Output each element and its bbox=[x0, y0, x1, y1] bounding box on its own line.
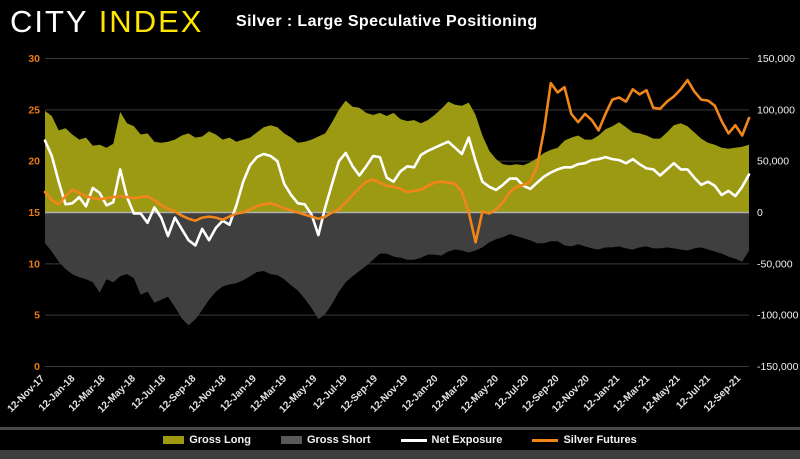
svg-text:15: 15 bbox=[28, 207, 40, 219]
svg-text:-50,000: -50,000 bbox=[757, 258, 793, 270]
left-axis-tick-labels: 0 5 10 15 20 25 30 bbox=[28, 53, 40, 373]
legend-silver-futures-line-marker bbox=[532, 438, 559, 442]
legend-label-gross-long: Gross Long bbox=[189, 434, 251, 446]
svg-text:0: 0 bbox=[757, 207, 763, 219]
svg-text:0: 0 bbox=[34, 361, 40, 373]
area-gross-long bbox=[45, 100, 749, 213]
chart-title: Silver : Large Speculative Positioning bbox=[236, 13, 538, 30]
legend-item-gross-short: Gross Short bbox=[280, 434, 371, 446]
right-axis-tick-labels: -150,000 -100,000 -50,000 0 50,000 100,000 150… bbox=[757, 53, 799, 373]
logo-city-text: CITY bbox=[10, 4, 89, 39]
svg-text:50,000: 50,000 bbox=[757, 156, 789, 168]
legend-gross-long-swatch bbox=[163, 436, 185, 444]
svg-text:150,000: 150,000 bbox=[757, 53, 795, 65]
logo-index-text: INDEX bbox=[98, 4, 204, 39]
legend: Gross Long Gross Short Net Exposure Silver … bbox=[0, 432, 800, 448]
x-axis-tick-labels: 12-Nov-1712-Jan-1812-Mar-1812-May-1812-J… bbox=[6, 373, 744, 415]
legend-label-silver-futures: Silver Futures bbox=[563, 434, 637, 446]
city-index-logo: CITY INDEX bbox=[10, 4, 203, 40]
legend-item-silver-futures: Silver Futures bbox=[532, 434, 637, 446]
legend-label-net-exposure: Net Exposure bbox=[431, 434, 503, 446]
svg-text:-100,000: -100,000 bbox=[757, 310, 799, 322]
svg-text:10: 10 bbox=[28, 258, 40, 270]
legend-item-gross-long: Gross Long bbox=[163, 434, 251, 446]
line-net-exposure bbox=[43, 136, 751, 247]
line-silver-futures bbox=[43, 78, 751, 244]
area-gross-short bbox=[45, 212, 749, 326]
svg-text:30: 30 bbox=[28, 53, 40, 65]
legend-net-exposure-line-marker bbox=[400, 438, 427, 442]
legend-gross-short-swatch bbox=[280, 436, 302, 444]
legend-item-net-exposure: Net Exposure bbox=[400, 434, 503, 446]
svg-text:20: 20 bbox=[28, 156, 40, 168]
svg-text:-150,000: -150,000 bbox=[757, 361, 799, 373]
svg-text:25: 25 bbox=[28, 104, 40, 116]
plot-bottom-divider bbox=[0, 427, 800, 430]
svg-text:100,000: 100,000 bbox=[757, 104, 795, 116]
svg-text:5: 5 bbox=[34, 310, 40, 322]
bottom-strip bbox=[0, 450, 800, 459]
legend-label-gross-short: Gross Short bbox=[306, 434, 371, 446]
